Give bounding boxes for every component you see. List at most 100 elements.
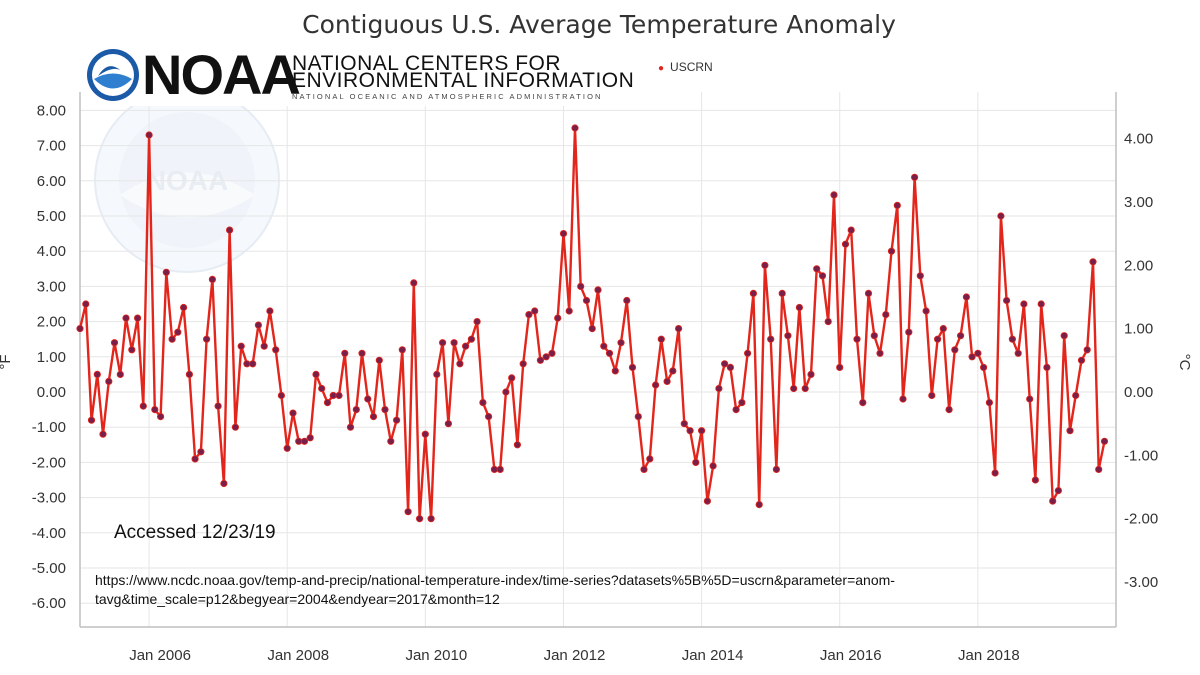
data-point[interactable]	[974, 349, 982, 357]
data-point[interactable]	[283, 444, 291, 452]
data-point[interactable]	[1037, 300, 1045, 308]
source-url[interactable]: https://www.ncdc.noaa.gov/temp-and-preci…	[95, 572, 895, 607]
data-point[interactable]	[335, 391, 343, 400]
data-point[interactable]	[122, 314, 130, 322]
data-point[interactable]	[220, 479, 228, 488]
data-point[interactable]	[818, 272, 827, 280]
data-point[interactable]	[508, 374, 516, 382]
data-point[interactable]	[795, 303, 804, 312]
data-point[interactable]	[692, 458, 700, 466]
data-point[interactable]	[732, 405, 740, 414]
data-point[interactable]	[191, 455, 199, 463]
data-point[interactable]	[479, 398, 487, 407]
data-point[interactable]	[663, 377, 671, 385]
data-point[interactable]	[634, 412, 642, 421]
data-point[interactable]	[985, 398, 994, 407]
data-point[interactable]	[749, 289, 758, 297]
data-point[interactable]	[185, 370, 193, 378]
data-point[interactable]	[951, 346, 959, 354]
data-point[interactable]	[847, 226, 855, 234]
data-point[interactable]	[686, 427, 694, 435]
data-point[interactable]	[1054, 486, 1063, 495]
data-point[interactable]	[962, 293, 971, 301]
data-point[interactable]	[237, 342, 245, 350]
data-point[interactable]	[680, 420, 688, 428]
data-point[interactable]	[318, 384, 326, 393]
data-point[interactable]	[893, 201, 901, 209]
data-point[interactable]	[956, 332, 965, 340]
data-point[interactable]	[415, 515, 424, 523]
data-point[interactable]	[249, 360, 257, 368]
data-point[interactable]	[922, 307, 930, 315]
data-point[interactable]	[588, 324, 596, 333]
data-point[interactable]	[651, 381, 660, 389]
data-point[interactable]	[438, 339, 447, 347]
data-point[interactable]	[772, 465, 781, 473]
data-point[interactable]	[1089, 258, 1097, 266]
data-point[interactable]	[801, 384, 809, 393]
data-point[interactable]	[341, 349, 349, 357]
data-point[interactable]	[151, 405, 159, 414]
data-point[interactable]	[623, 296, 631, 305]
data-point[interactable]	[1020, 300, 1028, 308]
data-point[interactable]	[254, 321, 262, 329]
data-point[interactable]	[461, 342, 470, 350]
data-point[interactable]	[715, 384, 723, 393]
data-point[interactable]	[979, 363, 988, 371]
data-point[interactable]	[617, 339, 625, 347]
data-point[interactable]	[105, 377, 113, 385]
data-point[interactable]	[214, 402, 222, 410]
data-point[interactable]	[312, 370, 320, 378]
data-point[interactable]	[174, 328, 182, 336]
data-point[interactable]	[991, 469, 999, 477]
data-point[interactable]	[162, 268, 170, 276]
data-point[interactable]	[1095, 465, 1103, 473]
data-point[interactable]	[1008, 335, 1017, 343]
data-point[interactable]	[519, 360, 527, 368]
data-point[interactable]	[260, 342, 268, 350]
data-point[interactable]	[582, 296, 591, 305]
data-point[interactable]	[1043, 363, 1051, 371]
data-point[interactable]	[697, 427, 706, 435]
data-point[interactable]	[1077, 356, 1086, 364]
data-point[interactable]	[674, 324, 683, 333]
data-point[interactable]	[646, 455, 654, 463]
data-point[interactable]	[830, 191, 838, 199]
data-point[interactable]	[767, 335, 775, 343]
data-point[interactable]	[571, 124, 579, 132]
data-point[interactable]	[203, 335, 211, 343]
data-point[interactable]	[387, 437, 395, 445]
data-point[interactable]	[565, 307, 573, 315]
data-point[interactable]	[761, 261, 769, 269]
data-point[interactable]	[628, 363, 637, 371]
data-point[interactable]	[323, 398, 332, 407]
data-point[interactable]	[1100, 437, 1109, 445]
data-point[interactable]	[168, 335, 176, 343]
data-point[interactable]	[559, 230, 568, 238]
data-point[interactable]	[364, 395, 372, 403]
data-point[interactable]	[157, 412, 165, 421]
data-point[interactable]	[790, 384, 798, 393]
data-point[interactable]	[110, 339, 119, 347]
data-point[interactable]	[899, 395, 907, 403]
data-point[interactable]	[1049, 497, 1057, 505]
data-point[interactable]	[905, 328, 913, 336]
data-point[interactable]	[945, 405, 953, 414]
data-point[interactable]	[398, 346, 406, 354]
data-point[interactable]	[968, 353, 976, 361]
data-point[interactable]	[743, 349, 752, 357]
data-point[interactable]	[726, 363, 735, 371]
data-point[interactable]	[525, 310, 533, 319]
data-point[interactable]	[87, 416, 96, 424]
data-point[interactable]	[548, 349, 556, 357]
data-point[interactable]	[427, 515, 435, 523]
data-point[interactable]	[611, 367, 619, 375]
data-point[interactable]	[1026, 395, 1034, 403]
data-point[interactable]	[807, 370, 815, 378]
data-point[interactable]	[876, 349, 884, 357]
data-point[interactable]	[375, 356, 383, 364]
data-point[interactable]	[128, 346, 136, 354]
data-point[interactable]	[870, 332, 878, 340]
data-point[interactable]	[484, 412, 493, 421]
data-point[interactable]	[266, 307, 274, 315]
